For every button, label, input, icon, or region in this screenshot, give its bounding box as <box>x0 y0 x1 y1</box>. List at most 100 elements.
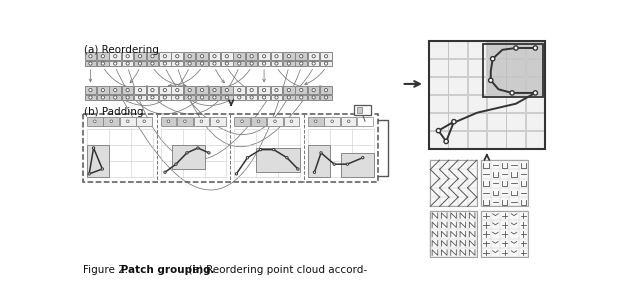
Bar <box>448 131 467 148</box>
Circle shape <box>213 62 216 65</box>
Circle shape <box>127 120 129 123</box>
Circle shape <box>89 55 92 58</box>
Circle shape <box>163 88 166 92</box>
Bar <box>467 41 486 59</box>
Circle shape <box>89 88 92 92</box>
Circle shape <box>188 55 191 58</box>
Circle shape <box>175 96 179 99</box>
Circle shape <box>241 120 243 123</box>
Bar <box>467 113 486 130</box>
Bar <box>184 61 195 66</box>
Bar <box>209 95 220 100</box>
Circle shape <box>151 96 154 99</box>
Bar <box>221 61 233 66</box>
Bar <box>122 52 134 60</box>
Circle shape <box>290 120 292 123</box>
Circle shape <box>225 62 228 65</box>
Bar <box>525 59 545 76</box>
Bar <box>429 41 448 59</box>
Circle shape <box>114 55 117 58</box>
Bar <box>320 52 332 60</box>
Bar <box>340 117 356 126</box>
Circle shape <box>114 62 117 65</box>
Circle shape <box>274 120 276 123</box>
Circle shape <box>138 62 141 65</box>
Bar <box>467 59 486 76</box>
Bar <box>429 131 448 148</box>
Bar <box>271 61 282 66</box>
Bar <box>259 86 270 94</box>
Circle shape <box>126 62 129 65</box>
Bar <box>109 52 121 60</box>
Circle shape <box>444 139 449 144</box>
Circle shape <box>216 120 219 123</box>
Bar <box>296 86 307 94</box>
Circle shape <box>167 120 170 123</box>
Circle shape <box>333 163 335 165</box>
Bar <box>84 61 96 66</box>
Bar <box>356 107 362 113</box>
Circle shape <box>213 55 216 58</box>
Bar <box>483 43 543 97</box>
Bar <box>251 117 266 126</box>
Bar <box>506 41 525 59</box>
Bar <box>506 131 525 148</box>
Bar <box>172 52 183 60</box>
Circle shape <box>320 152 322 154</box>
Bar <box>172 86 183 94</box>
Circle shape <box>114 88 117 92</box>
Bar <box>430 160 477 206</box>
Circle shape <box>200 120 203 123</box>
Circle shape <box>151 88 154 92</box>
Bar <box>134 61 146 66</box>
Bar <box>525 77 545 94</box>
Circle shape <box>300 88 303 92</box>
Bar <box>210 117 226 126</box>
Bar <box>487 95 506 112</box>
Circle shape <box>200 55 204 58</box>
Circle shape <box>151 55 154 58</box>
Bar <box>525 41 545 59</box>
Circle shape <box>236 173 237 175</box>
Text: Patch grouping.: Patch grouping. <box>117 265 215 275</box>
Circle shape <box>262 62 266 65</box>
Circle shape <box>300 55 303 58</box>
Bar <box>448 41 467 59</box>
Circle shape <box>184 120 186 123</box>
Circle shape <box>89 96 92 99</box>
Circle shape <box>250 55 253 58</box>
Circle shape <box>126 55 129 58</box>
Text: (b) Padding: (b) Padding <box>84 107 143 117</box>
Bar <box>109 95 121 100</box>
Bar <box>193 117 209 126</box>
Circle shape <box>196 147 199 149</box>
Bar <box>308 117 324 126</box>
Bar <box>234 61 245 66</box>
Bar <box>283 61 294 66</box>
Bar <box>159 52 171 60</box>
Bar <box>506 59 525 76</box>
Circle shape <box>188 62 191 65</box>
Circle shape <box>287 88 291 92</box>
Circle shape <box>262 96 266 99</box>
Bar <box>147 61 158 66</box>
Circle shape <box>250 96 253 99</box>
Bar <box>97 86 109 94</box>
Circle shape <box>101 62 104 65</box>
Circle shape <box>287 62 291 65</box>
Bar <box>340 153 374 177</box>
Bar <box>122 86 134 94</box>
Bar <box>84 86 96 94</box>
Circle shape <box>324 62 328 65</box>
Bar <box>506 113 525 130</box>
Bar <box>177 117 193 126</box>
Bar <box>122 61 134 66</box>
Bar <box>209 61 220 66</box>
Circle shape <box>250 62 253 65</box>
Bar <box>308 86 319 94</box>
Bar <box>259 61 270 66</box>
Bar <box>448 59 467 76</box>
Bar <box>467 77 486 94</box>
Circle shape <box>324 96 328 99</box>
Circle shape <box>314 120 317 123</box>
